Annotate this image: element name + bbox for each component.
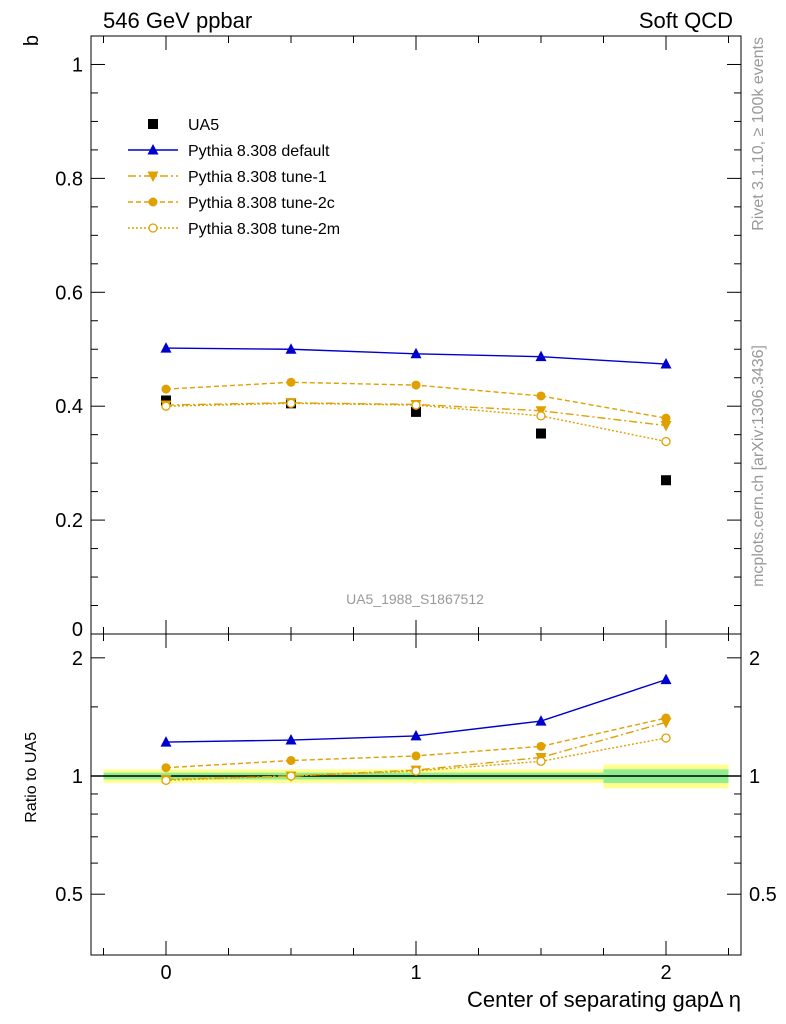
rivet-label: Rivet 3.1.10, ≥ 100k events: [750, 37, 767, 231]
ratio-y-tick-label-right: 0.5: [749, 884, 777, 906]
legend-marker-pythia-8-308-tune-1: [147, 171, 159, 182]
ratio-point-pythia-8-308-default: [410, 729, 422, 741]
ratio-point-pythia-8-308-tune-2m: [161, 775, 171, 785]
legend-marker-ua5: [148, 119, 158, 129]
main-y-tick-label: 0.6: [55, 282, 83, 304]
point-ua5: [411, 406, 421, 417]
ratio-point-pythia-8-308-tune-2m: [286, 771, 296, 781]
main-y-axis-label: b: [21, 35, 43, 46]
x-tick-label: 2: [660, 962, 671, 984]
point-pythia-8-308-default: [535, 350, 547, 362]
point-ua5: [161, 395, 171, 406]
point-ua5: [661, 475, 671, 486]
ratio-y-tick-label-right: 2: [749, 648, 760, 670]
point-ua5: [536, 428, 546, 439]
main-y-tick-label: 0: [72, 619, 83, 641]
legend-marker-pythia-8-308-default: [147, 144, 159, 155]
ratio-point-pythia-8-308-tune-2c: [661, 713, 671, 723]
point-pythia-8-308-tune-2m: [411, 400, 421, 410]
point-pythia-8-308-tune-2m: [161, 401, 171, 411]
ratio-plot-frame: [90, 633, 742, 956]
point-pythia-8-308-default: [285, 343, 297, 354]
legend-marker-pythia-8-308-tune-2m: [148, 223, 158, 233]
legend-label-ua5: UA5: [188, 117, 219, 134]
ratio-point-pythia-8-308-tune-2c: [536, 741, 546, 751]
legend-label-pythia-8-308-tune-1: Pythia 8.308 tune-1: [188, 169, 327, 186]
ratio-point-pythia-8-308-tune-2c: [286, 756, 296, 766]
point-pythia-8-308-tune-2m: [661, 436, 671, 447]
point-pythia-8-308-tune-2c: [661, 413, 671, 423]
analysis-watermark: UA5_1988_S1867512: [346, 591, 484, 607]
legend-label-pythia-8-308-tune-2m: Pythia 8.308 tune-2m: [188, 221, 340, 238]
ratio-plot: 0 1 2 0.5 1 2 0.5 1 2: [55, 633, 777, 984]
ratio-point-pythia-8-308-tune-2m: [536, 756, 546, 766]
main-y-tick-label: 1: [72, 54, 83, 76]
ratio-y-tick-label-right: 1: [749, 766, 760, 788]
ratio-point-pythia-8-308-tune-2m: [411, 766, 421, 776]
point-pythia-8-308-default: [160, 342, 172, 353]
x-axis-label: Center of separating gapΔ η: [467, 987, 741, 1012]
legend: UA5 Pythia 8.308 default Pythia 8.308 tune…: [128, 117, 340, 238]
legend-label-pythia-8-308-tune-2c: Pythia 8.308 tune-2c: [188, 195, 335, 212]
legend-label-pythia-8-308-default: Pythia 8.308 default: [188, 143, 330, 160]
ratio-y-tick-label: 2: [72, 648, 83, 670]
main-y-tick-label: 0.2: [55, 510, 83, 532]
point-pythia-8-308-tune-2c: [161, 384, 171, 394]
main-y-tick-label: 0.4: [55, 396, 83, 418]
legend-marker-pythia-8-308-tune-2c: [148, 197, 158, 207]
x-tick-label: 0: [160, 962, 171, 984]
main-y-tick-label: 0.8: [55, 168, 83, 190]
ratio-point-pythia-8-308-tune-2m: [661, 733, 671, 743]
point-pythia-8-308-tune-2m: [286, 398, 296, 408]
point-pythia-8-308-default: [660, 358, 672, 369]
point-pythia-8-308-tune-2c: [411, 380, 421, 390]
point-pythia-8-308-tune-2c: [536, 391, 546, 401]
header-right: Soft QCD: [639, 8, 733, 33]
main-plot: 0 0.2 0.4 0.6 0.8 1: [55, 35, 742, 641]
ratio-point-pythia-8-308-default: [160, 736, 172, 747]
ratio-line-pythia-8-308-tune-2m: [165, 737, 667, 782]
point-pythia-8-308-tune-1: [660, 421, 672, 432]
mcplots-label: mcplots.cern.ch [arXiv:1306.3436]: [750, 345, 767, 587]
ratio-y-tick-label: 1: [72, 766, 83, 788]
x-tick-label: 1: [410, 962, 421, 984]
ratio-point-pythia-8-308-tune-2c: [161, 763, 171, 773]
point-pythia-8-308-tune-2c: [286, 377, 296, 387]
header-left: 546 GeV ppbar: [103, 8, 252, 33]
ratio-point-pythia-8-308-tune-2c: [411, 751, 421, 761]
ratio-point-pythia-8-308-default: [285, 734, 297, 745]
ratio-line-pythia-8-308-tune-1: [165, 721, 667, 781]
point-pythia-8-308-default: [410, 347, 422, 359]
ratio-y-axis-label: Ratio to UA5: [23, 732, 40, 823]
ratio-point-pythia-8-308-default: [660, 673, 672, 685]
point-pythia-8-308-tune-2m: [536, 411, 546, 421]
ratio-point-pythia-8-308-default: [535, 715, 547, 726]
series-line-pythia-8-308-tune-1: [165, 402, 667, 427]
ratio-y-tick-label: 0.5: [55, 884, 83, 906]
